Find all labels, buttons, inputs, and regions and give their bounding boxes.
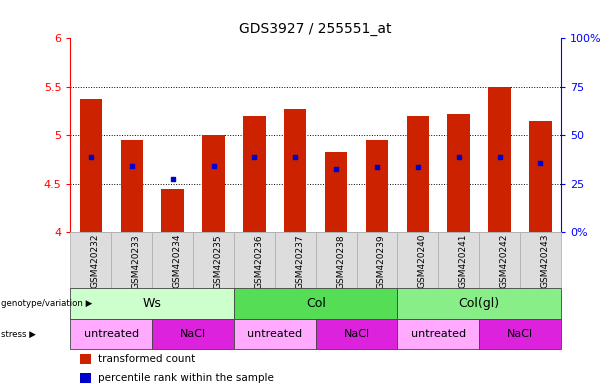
Text: GSM420243: GSM420243: [541, 234, 549, 288]
Text: GSM420234: GSM420234: [173, 234, 181, 288]
Text: Ws: Ws: [143, 297, 162, 310]
Bar: [529, 121, 552, 232]
Text: GSM420236: GSM420236: [254, 234, 264, 289]
Text: NaCl: NaCl: [507, 329, 533, 339]
Point: [331, 166, 341, 172]
Bar: [284, 109, 306, 232]
Text: GSM420242: GSM420242: [500, 234, 509, 288]
Text: GSM420240: GSM420240: [418, 234, 427, 288]
Bar: [80, 372, 91, 383]
Point: [208, 163, 218, 169]
Bar: [438, 232, 479, 288]
Bar: [80, 99, 102, 232]
Bar: [234, 319, 316, 349]
Bar: [520, 232, 561, 288]
Text: genotype/variation ▶: genotype/variation ▶: [1, 299, 93, 308]
Bar: [397, 232, 438, 288]
Bar: [161, 189, 184, 232]
Bar: [80, 354, 91, 364]
Point: [168, 176, 178, 182]
Bar: [357, 232, 397, 288]
Bar: [121, 140, 143, 232]
Point: [413, 164, 423, 170]
Text: GSM420241: GSM420241: [459, 234, 468, 288]
Bar: [70, 232, 112, 288]
Bar: [112, 232, 152, 288]
Bar: [366, 140, 388, 232]
Bar: [479, 232, 520, 288]
Point: [249, 154, 259, 160]
Bar: [193, 232, 234, 288]
Text: NaCl: NaCl: [180, 329, 206, 339]
Point: [372, 164, 382, 170]
Bar: [152, 319, 234, 349]
Bar: [479, 319, 561, 349]
Bar: [325, 152, 348, 232]
Text: GSM420232: GSM420232: [91, 234, 100, 288]
Title: GDS3927 / 255551_at: GDS3927 / 255551_at: [240, 22, 392, 36]
Point: [536, 159, 546, 166]
Bar: [447, 114, 470, 232]
Text: GSM420237: GSM420237: [295, 234, 304, 289]
Text: GSM420235: GSM420235: [213, 234, 223, 289]
Text: untreated: untreated: [411, 329, 466, 339]
Text: untreated: untreated: [84, 329, 139, 339]
Text: NaCl: NaCl: [343, 329, 370, 339]
Bar: [316, 319, 397, 349]
Point: [454, 154, 463, 160]
Point: [127, 163, 137, 169]
Bar: [243, 116, 265, 232]
Bar: [70, 319, 152, 349]
Text: GSM420238: GSM420238: [336, 234, 345, 289]
Text: Col(gl): Col(gl): [459, 297, 500, 310]
Text: stress ▶: stress ▶: [1, 329, 36, 339]
Text: percentile rank within the sample: percentile rank within the sample: [99, 373, 275, 383]
Bar: [70, 288, 234, 319]
Bar: [316, 232, 357, 288]
Bar: [234, 288, 397, 319]
Bar: [397, 288, 561, 319]
Bar: [202, 136, 225, 232]
Bar: [489, 87, 511, 232]
Bar: [152, 232, 193, 288]
Point: [495, 154, 504, 160]
Text: GSM420239: GSM420239: [377, 234, 386, 289]
Bar: [406, 116, 429, 232]
Bar: [234, 232, 275, 288]
Text: transformed count: transformed count: [99, 354, 196, 364]
Text: GSM420233: GSM420233: [132, 234, 141, 289]
Text: Col: Col: [306, 297, 326, 310]
Point: [86, 154, 96, 160]
Bar: [397, 319, 479, 349]
Bar: [275, 232, 316, 288]
Text: untreated: untreated: [247, 329, 302, 339]
Point: [291, 154, 300, 160]
